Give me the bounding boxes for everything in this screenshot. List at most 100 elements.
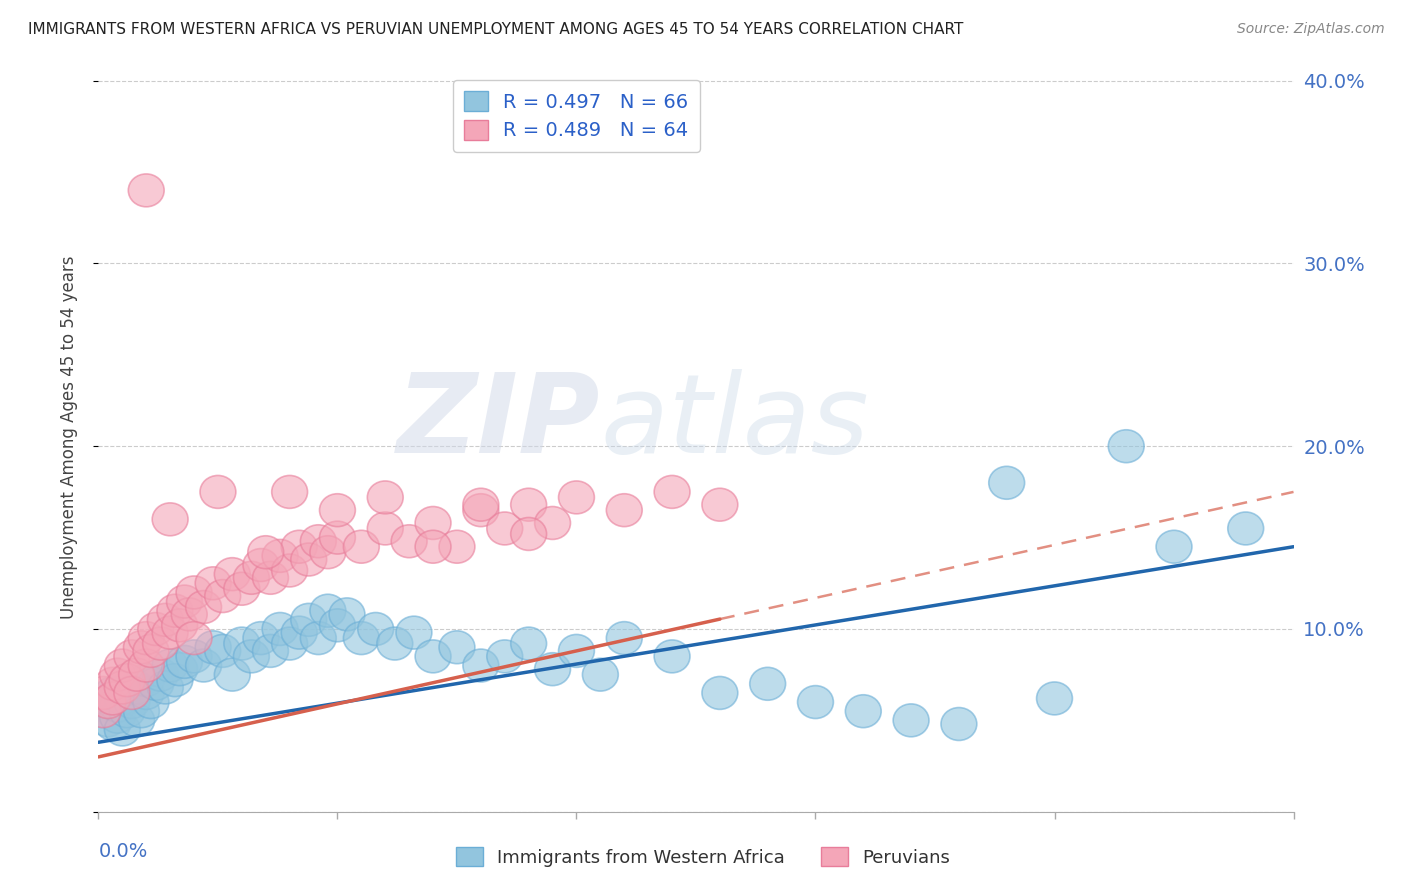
Ellipse shape (415, 640, 451, 673)
Ellipse shape (176, 622, 212, 655)
Ellipse shape (195, 566, 231, 599)
Ellipse shape (104, 713, 141, 746)
Ellipse shape (214, 558, 250, 591)
Ellipse shape (262, 540, 298, 573)
Ellipse shape (233, 640, 270, 673)
Ellipse shape (152, 616, 188, 649)
Ellipse shape (415, 507, 451, 540)
Ellipse shape (749, 667, 786, 700)
Ellipse shape (118, 658, 155, 691)
Ellipse shape (162, 609, 198, 641)
Ellipse shape (281, 530, 318, 563)
Ellipse shape (100, 658, 135, 691)
Ellipse shape (606, 622, 643, 655)
Text: ZIP: ZIP (396, 368, 600, 475)
Ellipse shape (319, 521, 356, 554)
Ellipse shape (186, 649, 222, 682)
Ellipse shape (309, 536, 346, 569)
Ellipse shape (176, 576, 212, 609)
Ellipse shape (148, 671, 183, 704)
Ellipse shape (367, 481, 404, 514)
Ellipse shape (271, 627, 308, 660)
Ellipse shape (271, 475, 308, 508)
Ellipse shape (86, 695, 121, 728)
Ellipse shape (243, 549, 278, 582)
Ellipse shape (134, 686, 169, 719)
Ellipse shape (988, 467, 1025, 500)
Ellipse shape (243, 622, 278, 655)
Ellipse shape (94, 676, 131, 709)
Ellipse shape (186, 591, 222, 624)
Ellipse shape (301, 524, 336, 558)
Ellipse shape (104, 649, 141, 682)
Ellipse shape (214, 658, 250, 691)
Ellipse shape (128, 174, 165, 207)
Ellipse shape (124, 695, 159, 728)
Ellipse shape (439, 530, 475, 563)
Ellipse shape (606, 494, 643, 526)
Ellipse shape (138, 667, 174, 700)
Ellipse shape (534, 653, 571, 686)
Ellipse shape (233, 561, 270, 594)
Ellipse shape (463, 488, 499, 521)
Ellipse shape (558, 634, 595, 667)
Ellipse shape (329, 598, 366, 631)
Ellipse shape (262, 613, 298, 646)
Ellipse shape (439, 631, 475, 664)
Ellipse shape (1108, 430, 1144, 463)
Ellipse shape (415, 530, 451, 563)
Ellipse shape (1156, 530, 1192, 563)
Ellipse shape (142, 658, 179, 691)
Ellipse shape (124, 631, 159, 664)
Ellipse shape (86, 676, 121, 709)
Ellipse shape (396, 616, 432, 649)
Ellipse shape (301, 622, 336, 655)
Ellipse shape (100, 690, 135, 723)
Ellipse shape (90, 686, 127, 719)
Ellipse shape (195, 631, 231, 664)
Ellipse shape (205, 634, 240, 667)
Ellipse shape (391, 524, 427, 558)
Ellipse shape (162, 653, 198, 686)
Ellipse shape (291, 543, 326, 576)
Text: IMMIGRANTS FROM WESTERN AFRICA VS PERUVIAN UNEMPLOYMENT AMONG AGES 45 TO 54 YEAR: IMMIGRANTS FROM WESTERN AFRICA VS PERUVI… (28, 22, 963, 37)
Ellipse shape (104, 671, 141, 704)
Ellipse shape (152, 503, 188, 536)
Text: atlas: atlas (600, 368, 869, 475)
Ellipse shape (319, 609, 356, 641)
Legend: Immigrants from Western Africa, Peruvians: Immigrants from Western Africa, Peruvian… (449, 840, 957, 874)
Ellipse shape (247, 536, 284, 569)
Ellipse shape (104, 682, 141, 714)
Ellipse shape (845, 695, 882, 728)
Ellipse shape (271, 554, 308, 587)
Ellipse shape (94, 682, 131, 714)
Ellipse shape (128, 664, 165, 697)
Ellipse shape (110, 664, 145, 697)
Ellipse shape (114, 640, 150, 673)
Ellipse shape (510, 627, 547, 660)
Ellipse shape (654, 475, 690, 508)
Ellipse shape (110, 695, 145, 728)
Ellipse shape (128, 622, 165, 655)
Ellipse shape (118, 704, 155, 737)
Ellipse shape (128, 649, 165, 682)
Ellipse shape (90, 686, 127, 719)
Ellipse shape (797, 686, 834, 719)
Ellipse shape (114, 676, 150, 709)
Ellipse shape (134, 634, 169, 667)
Ellipse shape (90, 704, 127, 737)
Ellipse shape (486, 640, 523, 673)
Ellipse shape (534, 507, 571, 540)
Ellipse shape (166, 585, 202, 618)
Ellipse shape (224, 627, 260, 660)
Ellipse shape (357, 613, 394, 646)
Ellipse shape (377, 627, 413, 660)
Ellipse shape (510, 488, 547, 521)
Ellipse shape (291, 603, 326, 636)
Ellipse shape (1036, 682, 1073, 714)
Ellipse shape (367, 512, 404, 545)
Ellipse shape (510, 517, 547, 550)
Ellipse shape (253, 634, 288, 667)
Ellipse shape (582, 658, 619, 691)
Ellipse shape (343, 622, 380, 655)
